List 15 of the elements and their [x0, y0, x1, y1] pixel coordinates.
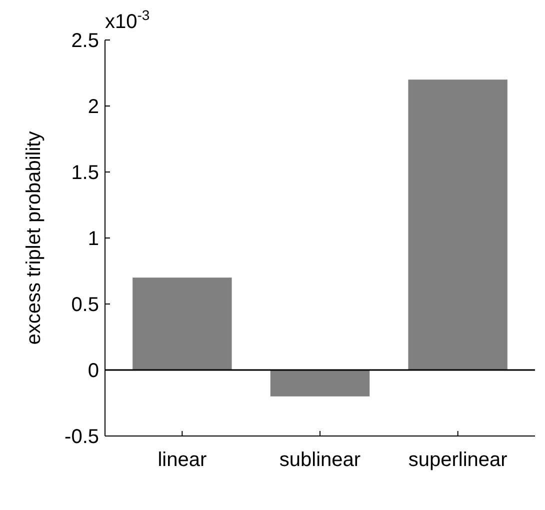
x-tick-label: superlinear — [408, 449, 508, 471]
y-tick-label: 0 — [88, 360, 99, 382]
y-tick-label: 2 — [88, 96, 99, 118]
text: x10$^{-3}$ — [105, 7, 150, 33]
bar — [270, 370, 370, 396]
y-tick-label: 2.5 — [71, 30, 99, 52]
x-tick-label: linear — [158, 449, 207, 471]
y-tick-label: 1.5 — [71, 162, 99, 184]
x-tick-label: sublinear — [279, 449, 361, 471]
y-tick-label: 1 — [88, 228, 99, 250]
bar — [132, 278, 232, 370]
y-tick-label: 0.5 — [71, 294, 99, 316]
y-tick-label: -0.5 — [64, 426, 99, 448]
bar — [408, 80, 508, 370]
y-axis-title: excess triplet probability — [23, 131, 45, 345]
